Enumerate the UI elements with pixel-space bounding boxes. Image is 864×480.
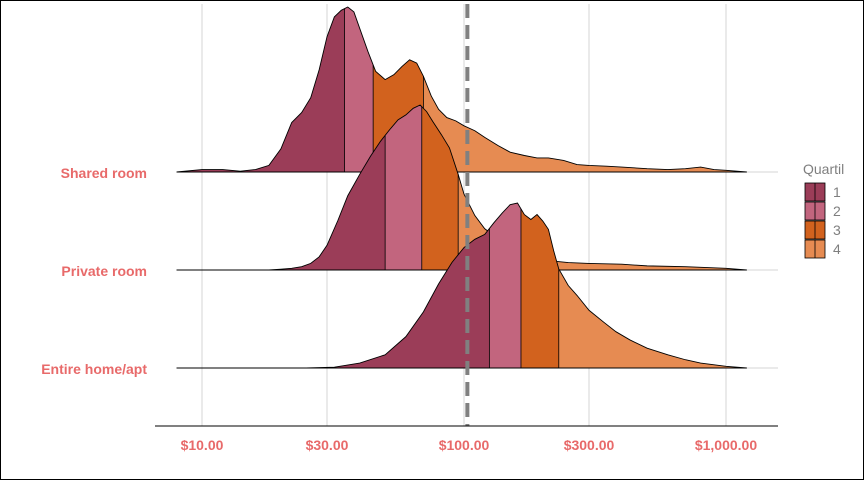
- ridge-2-quartile-2: [489, 203, 521, 368]
- legend-label-3: 3: [833, 222, 841, 238]
- ridge-2-quartile-3: [520, 208, 559, 368]
- category-label-1: Private room: [61, 263, 147, 279]
- legend-label-2: 2: [833, 203, 841, 219]
- ridges: [176, 6, 747, 369]
- legend-label-1: 1: [833, 184, 841, 200]
- x-tick-label-2: $100.00: [439, 437, 490, 453]
- ridge-1-quartile-2: [385, 105, 422, 270]
- ridge-2-quartile-1: [176, 228, 490, 368]
- ridge-0-quartile-4: [423, 76, 747, 172]
- ridge-2-quartile-4: [558, 269, 747, 368]
- ridge-2-outline: [176, 202, 747, 369]
- category-label-2: Entire home/apt: [41, 361, 147, 377]
- category-labels: Shared room Private room Entire home/apt: [41, 165, 147, 377]
- x-axis: $10.00 $30.00 $100.00 $300.00 $1,000.00: [155, 425, 778, 453]
- x-tick-label-4: $1,000.00: [695, 437, 757, 453]
- x-tick-label-3: $300.00: [564, 437, 615, 453]
- x-tick-label-1: $30.00: [306, 437, 349, 453]
- legend-title: Quartil: [803, 161, 844, 177]
- legend-label-4: 4: [833, 241, 841, 257]
- ridge-2: [176, 202, 747, 369]
- legend: Quartil 1 2 3 4: [803, 161, 844, 259]
- ridge-0-quartile-1: [176, 8, 345, 172]
- x-tick-label-0: $10.00: [181, 437, 224, 453]
- category-label-0: Shared room: [61, 165, 147, 181]
- ridge-0-quartile-2: [344, 7, 374, 172]
- ridge-0: [176, 6, 747, 173]
- ridge-1-quartile-1: [176, 135, 386, 270]
- ridge-0-outline: [176, 6, 747, 173]
